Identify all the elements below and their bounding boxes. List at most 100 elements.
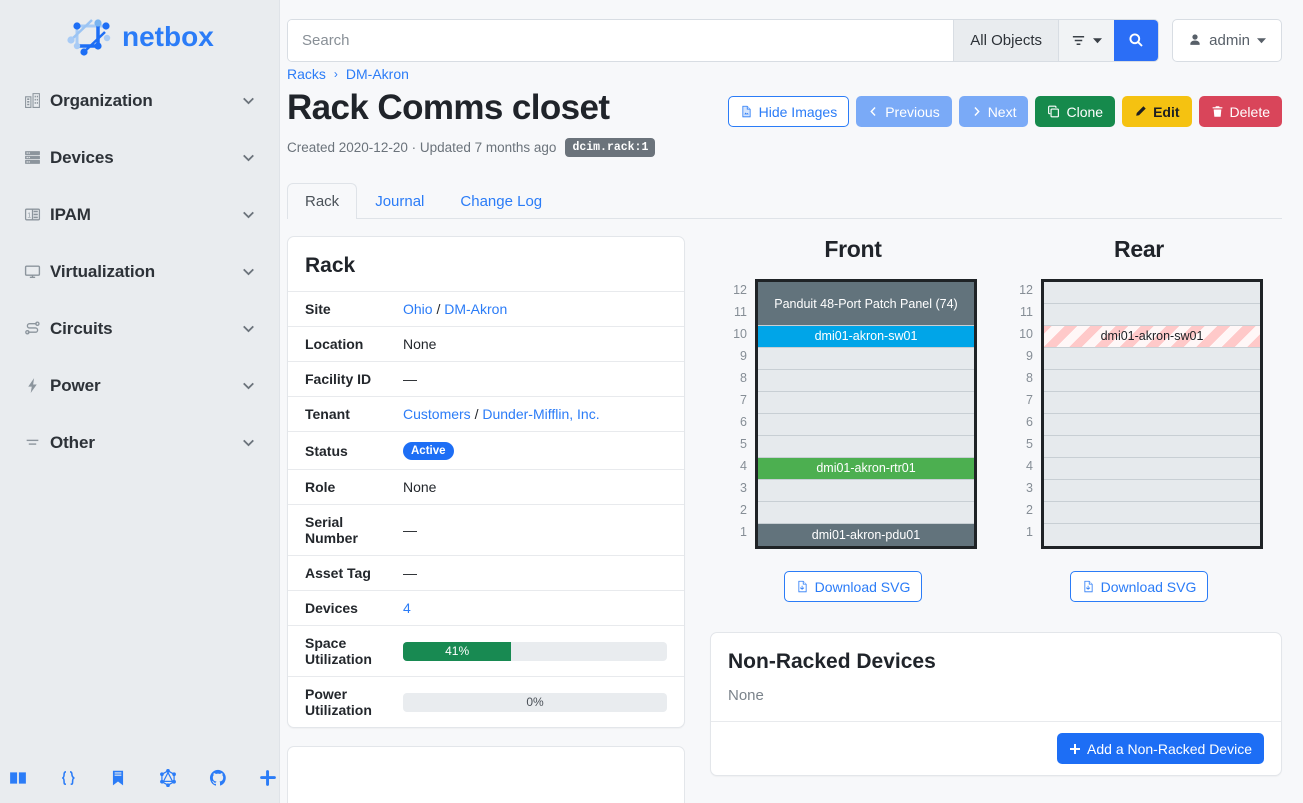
sidebar-item-organization[interactable]: Organization (0, 72, 279, 129)
sidebar-item-virtualization[interactable]: Virtualization (0, 243, 279, 300)
next-button[interactable]: Next (958, 96, 1029, 127)
rack-device-sw01-rear[interactable]: dmi01-akron-sw01 (1044, 326, 1260, 349)
non-racked-empty-text: None (728, 687, 764, 705)
tenant-group-link[interactable]: Customers (403, 406, 471, 423)
row-value-status: Active (403, 431, 684, 470)
action-buttons: Hide Images Previous Next (727, 88, 1282, 127)
device-count-link[interactable]: 4 (403, 600, 411, 617)
rack-unit-empty-5[interactable] (1044, 436, 1260, 459)
search-icon (1128, 32, 1144, 48)
download-svg-front-button[interactable]: Download SVG (783, 571, 923, 603)
chevron-down-icon (240, 320, 257, 337)
power-utilization-label: 0% (526, 695, 544, 710)
rack-unit-numbers-rear: 12 11 10 9 8 7 6 5 4 3 (1015, 279, 1041, 543)
ru-number: 3 (740, 481, 747, 496)
rack-unit-empty-11[interactable] (1044, 304, 1260, 327)
hide-images-button[interactable]: Hide Images (727, 96, 850, 127)
chevron-left-icon (868, 106, 879, 117)
rack-unit-empty-3[interactable] (1044, 480, 1260, 503)
tenant-link[interactable]: Dunder-Mifflin, Inc. (482, 406, 600, 423)
ru-number: 6 (740, 415, 747, 430)
search-filter-dropdown[interactable] (1058, 19, 1114, 61)
sidebar-item-label: IPAM (50, 204, 91, 224)
delete-button[interactable]: Delete (1198, 96, 1282, 127)
site-separator: / (436, 301, 441, 318)
search-input[interactable] (288, 19, 954, 61)
non-racked-footer: Add a Non-Racked Device (711, 721, 1281, 775)
add-non-racked-device-button[interactable]: Add a Non-Racked Device (1057, 733, 1264, 765)
docs-book-icon[interactable] (9, 769, 27, 787)
sidebar-item-label: Organization (50, 90, 153, 110)
sidebar-item-circuits[interactable]: Circuits (0, 300, 279, 357)
non-racked-title: Non-Racked Devices (728, 650, 936, 674)
breadcrumb-item-racks[interactable]: Racks (287, 66, 326, 82)
row-value-role: None (403, 469, 684, 505)
graphql-icon[interactable] (159, 769, 177, 787)
changelog-bookmark-icon[interactable] (109, 769, 127, 787)
edit-label: Edit (1153, 103, 1180, 120)
rack-unit-empty-12[interactable] (1044, 282, 1260, 305)
download-svg-rear-button[interactable]: Download SVG (1069, 571, 1209, 603)
circuits-icon (24, 319, 50, 339)
title-block: Rack Comms closet Created 2020-12-20 · U… (287, 88, 656, 158)
elevation-title-front: Front (824, 236, 882, 263)
row-label-power-utilization: Power Utilization (288, 676, 403, 728)
tab-journal[interactable]: Journal (357, 183, 442, 219)
content-columns: Rack Site Ohio / DM-Akron (287, 236, 1282, 803)
space-utilization-label: 41% (445, 644, 470, 659)
api-braces-icon[interactable] (59, 769, 77, 787)
row-label-asset-tag: Asset Tag (288, 555, 403, 591)
site-link[interactable]: DM-Akron (444, 301, 508, 318)
slack-icon[interactable] (259, 769, 277, 787)
download-rear-row: Download SVG (1069, 571, 1209, 603)
rack-unit-empty-2[interactable] (1044, 502, 1260, 525)
github-icon[interactable] (209, 769, 227, 787)
rack-unit-empty-6[interactable] (1044, 414, 1260, 437)
rack-device-pdu01[interactable]: dmi01-akron-pdu01 (758, 524, 974, 547)
rack-device-rtr01[interactable]: dmi01-akron-rtr01 (758, 458, 974, 481)
chevron-right-icon (971, 106, 982, 117)
row-value-location: None (403, 326, 684, 362)
rack-device-patch-panel[interactable]: Panduit 48-Port Patch Panel (74) (758, 282, 974, 327)
search-scope-select[interactable]: All Objects (953, 19, 1058, 61)
rack-unit-empty-3[interactable] (758, 480, 974, 503)
breadcrumb-item-site[interactable]: DM-Akron (345, 66, 409, 82)
rack-unit-empty-8[interactable] (1044, 370, 1260, 393)
rack-unit-empty-4[interactable] (1044, 458, 1260, 481)
site-group-link[interactable]: Ohio (403, 301, 433, 318)
search-submit-button[interactable] (1114, 19, 1158, 61)
ru-number: 8 (1026, 371, 1033, 386)
rack-unit-empty-1[interactable] (1044, 524, 1260, 547)
rack-unit-empty-5[interactable] (758, 436, 974, 459)
tab-changelog[interactable]: Change Log (442, 183, 560, 219)
rack-device-sw01[interactable]: dmi01-akron-sw01 (758, 326, 974, 349)
row-label-tenant: Tenant (288, 396, 403, 432)
add-non-racked-device-label: Add a Non-Racked Device (1087, 740, 1252, 757)
sidebar-item-other[interactable]: Other (0, 414, 279, 471)
rack-unit-empty-8[interactable] (758, 370, 974, 393)
rack-unit-empty-7[interactable] (758, 392, 974, 415)
sidebar-item-ipam[interactable]: 1 IPAM (0, 186, 279, 243)
ru-number: 10 (733, 327, 747, 342)
non-racked-devices-card: Non-Racked Devices None Add a Non-Racked… (710, 632, 1282, 777)
sidebar-item-label: Other (50, 432, 95, 452)
rack-unit-empty-9[interactable] (1044, 348, 1260, 371)
clone-button[interactable]: Clone (1035, 96, 1116, 127)
rack-unit-empty-9[interactable] (758, 348, 974, 371)
row-value-serial-number: — (403, 504, 684, 556)
sidebar-item-devices[interactable]: Devices (0, 129, 279, 186)
tab-rack[interactable]: Rack (287, 183, 358, 220)
brand-logo[interactable]: netbox (0, 0, 279, 66)
copy-icon (1047, 105, 1060, 118)
chevron-down-icon (240, 149, 257, 166)
rack-unit-empty-7[interactable] (1044, 392, 1260, 415)
rack-unit-empty-2[interactable] (758, 502, 974, 525)
ru-number: 2 (740, 503, 747, 518)
chevron-down-icon (240, 206, 257, 223)
rack-unit-empty-6[interactable] (758, 414, 974, 437)
ip-grid-icon: 1 (24, 205, 50, 225)
previous-button[interactable]: Previous (856, 96, 952, 127)
user-menu-button[interactable]: admin (1172, 18, 1282, 62)
sidebar-item-power[interactable]: Power (0, 357, 279, 414)
edit-button[interactable]: Edit (1122, 96, 1192, 127)
